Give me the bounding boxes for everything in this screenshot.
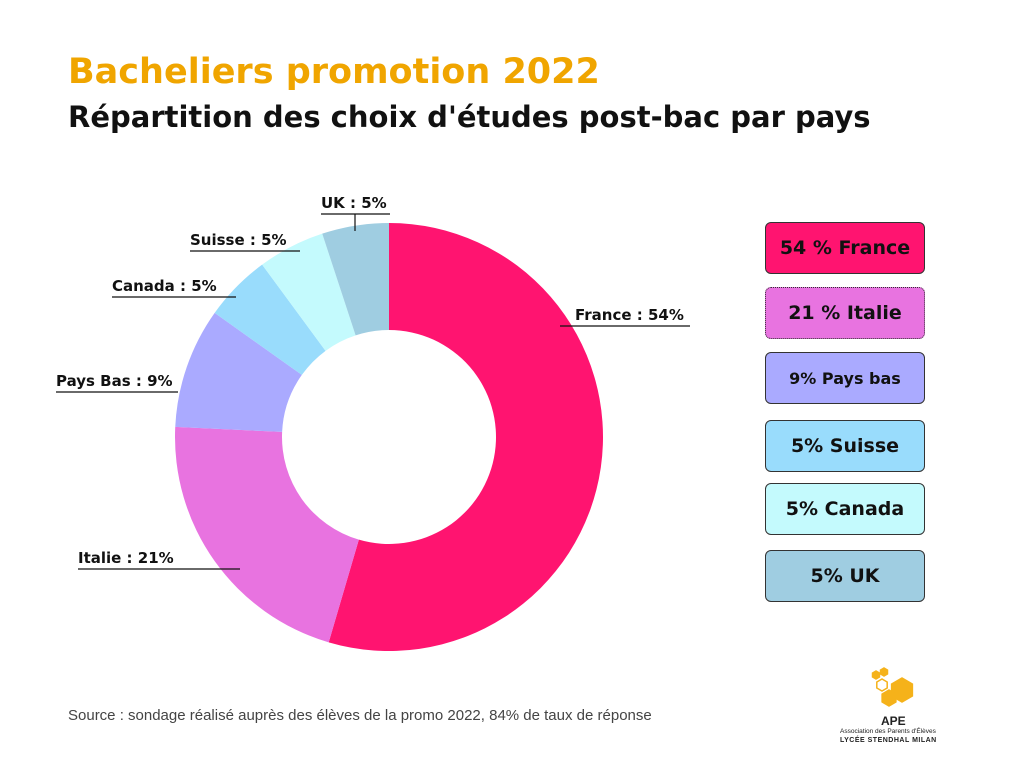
slice-pays-bas (175, 312, 302, 432)
slice-italie (175, 426, 359, 643)
hexagon-shape (871, 670, 881, 680)
legend-label-suisse: 5% Suisse (790, 435, 900, 457)
legend-label-canada: 5% Canada (785, 498, 905, 520)
legend-label-pays-bas: 9% Pays bas (789, 368, 901, 388)
legend-label-italie: 21 % Italie (788, 302, 902, 324)
chart-data-labels: France : 54% Italie : 21% Pays Bas : 9% Can… (56, 194, 690, 570)
slice-suisse (262, 233, 356, 351)
honeycomb-icon (871, 667, 914, 707)
data-label-suisse: Suisse : 5% (190, 231, 287, 249)
logo-school: LYCÉE STENDHAL MILAN (840, 737, 937, 744)
chart-subtitle: Répartition des choix d'études post-bac … (68, 100, 871, 134)
legend-item-pays-bas: 9% Pays bas (765, 352, 925, 404)
slice-uk (322, 223, 389, 336)
hexagon-shape (881, 689, 897, 707)
legend-label-france: 54 % France (779, 237, 911, 259)
slice-canada (214, 264, 326, 375)
legend-label-uk: 5% UK (810, 565, 880, 587)
hexagon-shape (890, 677, 914, 703)
logo-name: APE (881, 714, 906, 728)
hexagon-shape (879, 667, 889, 677)
slice-france (328, 223, 604, 651)
data-label-uk: UK : 5% (321, 194, 387, 212)
legend-item-italie: 21 % Italie (765, 287, 925, 339)
legend-item-france: 54 % France (765, 222, 925, 274)
hexagon-shape (876, 678, 888, 692)
legend-item-uk: 5% UK (765, 550, 925, 602)
logo-association: Association des Parents d'Élèves (840, 728, 936, 735)
ape-logo: APE Association des Parents d'Élèves LYC… (836, 664, 948, 748)
data-label-italie: Italie : 21% (78, 549, 174, 567)
data-label-pays-bas: Pays Bas : 9% (56, 372, 173, 390)
data-label-canada: Canada : 5% (112, 277, 217, 295)
data-label-france: France : 54% (575, 306, 684, 324)
chart-slices (175, 223, 604, 651)
chart-title: Bacheliers promotion 2022 (68, 52, 600, 92)
legend-item-suisse: 5% Suisse (765, 420, 925, 472)
source-note: Source : sondage réalisé auprès des élèv… (68, 707, 652, 724)
legend-item-canada: 5% Canada (765, 483, 925, 535)
